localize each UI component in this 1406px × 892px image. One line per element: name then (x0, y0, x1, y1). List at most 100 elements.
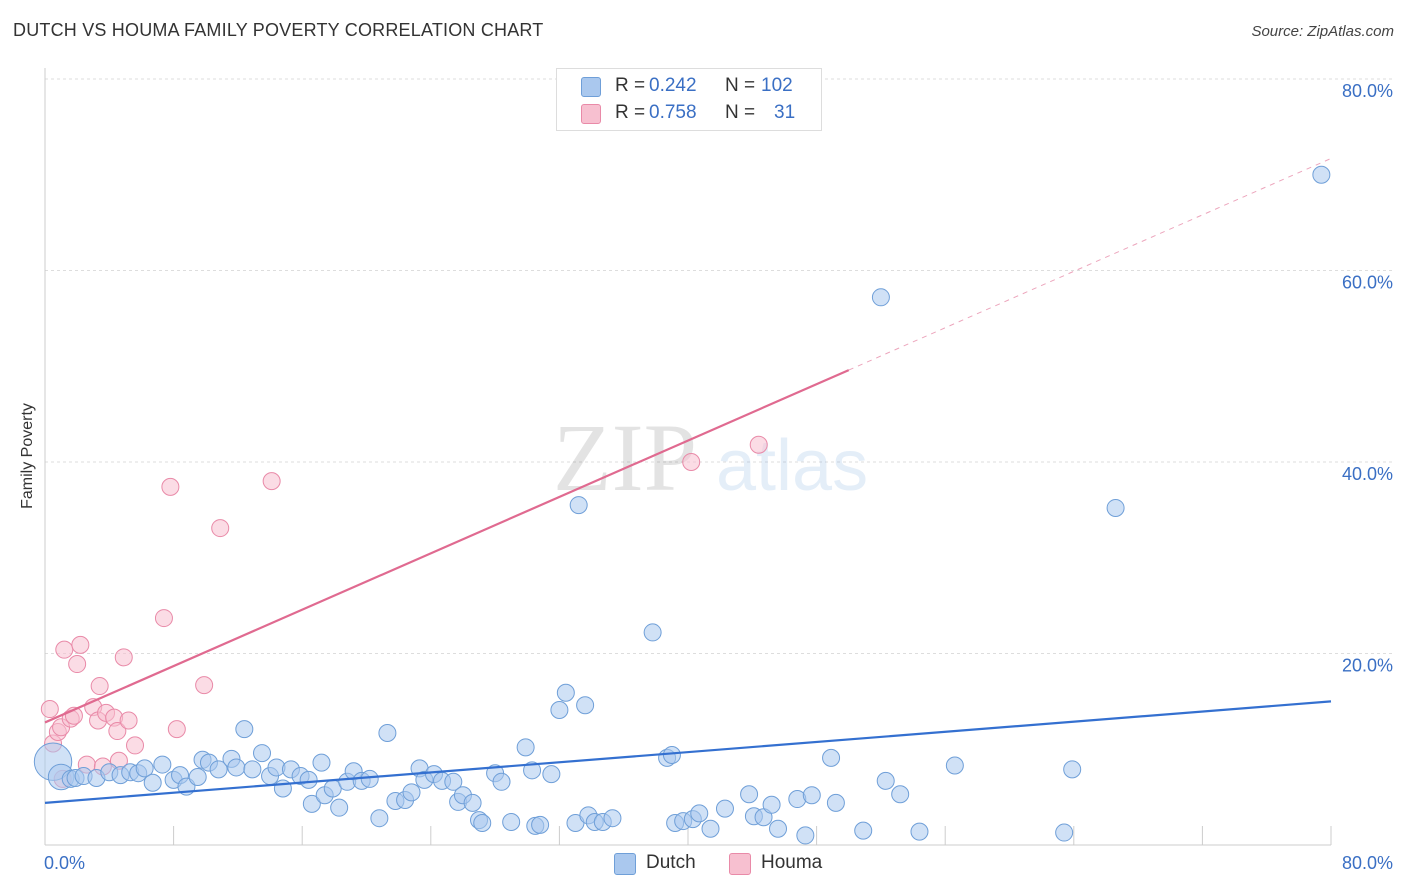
legend-n-value: 31 (774, 102, 796, 123)
tick-labels: 20.0% 40.0% 60.0% 80.0% 0.0% 80.0% (44, 81, 1393, 873)
dutch-point (701, 819, 720, 838)
axes (44, 68, 1332, 846)
dutch-point (762, 795, 781, 814)
dutch-point (253, 744, 272, 763)
dutch-point (531, 815, 550, 834)
dutch-point (402, 783, 421, 802)
dutch-point (542, 765, 561, 784)
dutch-point (1312, 165, 1331, 184)
dutch-point (891, 785, 910, 804)
dutch-point (662, 745, 681, 764)
dutch-point (769, 819, 788, 838)
y-tick-label: 80.0% (1342, 81, 1393, 101)
y-axis-label: Family Poverty (19, 403, 36, 509)
dutch-point (153, 755, 172, 774)
dutch-point (643, 623, 662, 642)
dutch-point (690, 804, 709, 823)
dutch-point (822, 748, 841, 767)
y-tick-label: 40.0% (1342, 464, 1393, 484)
dutch-point (1063, 760, 1082, 779)
dutch-point (302, 794, 321, 813)
legend-n-label: N = (725, 102, 756, 123)
dutch-point (243, 760, 262, 779)
correlation-legend: R = 0.242 N = 102 R = 0.758 N = 31 (556, 68, 822, 131)
houma-point (161, 477, 180, 496)
dutch-point (740, 785, 759, 804)
dutch-point (463, 793, 482, 812)
dutch-point (796, 826, 815, 845)
houma-point (40, 700, 59, 719)
trend-lines (44, 158, 1332, 804)
dutch-point (312, 753, 331, 772)
legend-r-label: R = (615, 75, 646, 96)
dutch-point (871, 288, 890, 307)
dutch-point (135, 759, 154, 778)
dutch-point (492, 772, 511, 791)
houma-point (262, 472, 281, 491)
houma-point (154, 609, 173, 628)
dutch-point (910, 822, 929, 841)
dutch-point (235, 720, 254, 739)
houma-point (71, 635, 90, 654)
legend-n-label: N = (725, 75, 756, 96)
houma-point (68, 655, 87, 674)
dutch-point (802, 786, 821, 805)
dutch-point (209, 760, 228, 779)
houma-point (211, 519, 230, 538)
houma-point (167, 720, 186, 739)
dutch-point (370, 809, 389, 828)
dutch-point (330, 798, 349, 817)
legend-label-houma: Houma (761, 852, 823, 873)
legend-swatch-houma (581, 104, 601, 124)
dutch-point (188, 768, 207, 787)
legend-swatch-dutch (581, 77, 601, 97)
gridlines (45, 78, 1392, 654)
legend-swatch-houma (729, 853, 751, 875)
dutch-point (826, 793, 845, 812)
houma-point (195, 676, 214, 695)
legend-swatch-dutch (614, 853, 636, 875)
dutch-point (516, 738, 535, 757)
houma-point (126, 736, 145, 755)
houma-point (55, 640, 74, 659)
dutch-series (33, 165, 1331, 845)
legend-r-value: 0.242 (649, 75, 697, 96)
dutch-point (473, 813, 492, 832)
y-tick-label: 20.0% (1342, 656, 1393, 676)
dutch-point (876, 771, 895, 790)
dutch-point (444, 772, 463, 791)
dutch-point (502, 813, 521, 832)
dutch-point (569, 496, 588, 515)
dutch-point (227, 758, 246, 777)
watermark-atlas: atlas (716, 426, 868, 506)
chart-title: DUTCH VS HOUMA FAMILY POVERTY CORRELATIO… (13, 20, 544, 40)
dutch-point (576, 696, 595, 715)
dutch-point (945, 756, 964, 775)
dutch-point (1106, 498, 1125, 517)
legend-n-value: 102 (761, 75, 793, 96)
x-tick-label-max: 80.0% (1342, 853, 1393, 873)
watermark: ZIP atlas (553, 404, 868, 511)
houma-point (119, 711, 138, 730)
houma-point (114, 648, 133, 667)
dutch-point (550, 700, 569, 719)
watermark-zip: ZIP (553, 404, 697, 511)
houma-point (90, 677, 109, 696)
dutch-point (378, 723, 397, 742)
legend-r-value: 0.758 (649, 102, 697, 123)
houma-point (749, 435, 768, 454)
legend-label-dutch: Dutch (646, 852, 696, 873)
dutch-point (360, 769, 379, 788)
x-tick-label-min: 0.0% (44, 853, 85, 873)
legend-r-label: R = (615, 102, 646, 123)
houma-point (682, 453, 701, 471)
dutch-point (715, 799, 734, 818)
houma-trend-extension (848, 158, 1332, 371)
source-label: Source: ZipAtlas.com (1251, 23, 1394, 40)
dutch-point (523, 761, 542, 780)
houma-trend-line (44, 369, 850, 724)
dutch-point (603, 809, 622, 828)
dutch-point (299, 770, 318, 789)
dutch-point (854, 821, 873, 840)
